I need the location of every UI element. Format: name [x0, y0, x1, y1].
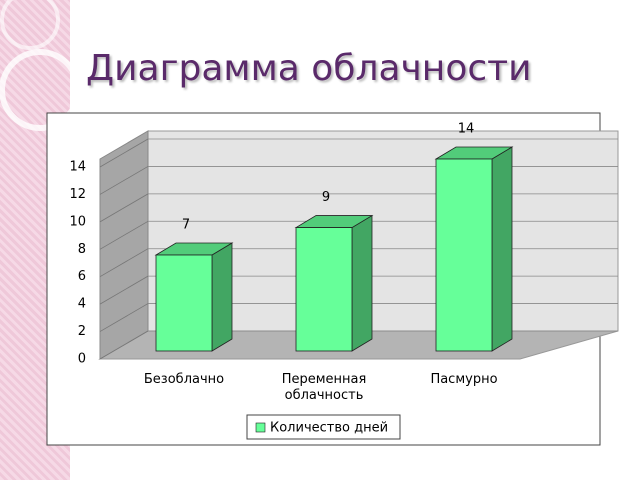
grid-line: [99, 220, 149, 250]
grid-line: [99, 248, 149, 278]
bar-side: [491, 146, 513, 352]
y-tick-label: 6: [78, 269, 86, 284]
legend-label: Количество дней: [270, 421, 388, 436]
y-tick-label: 0: [78, 352, 86, 367]
y-tick-label: 8: [78, 242, 86, 257]
data-label: 14: [458, 122, 475, 137]
grid-line: [99, 193, 149, 223]
bar-front: [295, 227, 353, 352]
chart-title: Диаграмма облачности: [86, 48, 532, 89]
grid-line: [99, 330, 149, 360]
bar: [154, 242, 234, 352]
data-label: 7: [182, 218, 190, 233]
bar-side: [351, 214, 373, 352]
bar-side: [211, 242, 233, 352]
decor-circle: [0, 0, 60, 50]
grid-line: [99, 275, 149, 305]
grid-line: [99, 303, 149, 332]
grid-line: [99, 138, 149, 168]
y-tick-label: 14: [69, 160, 86, 175]
bar-front: [155, 254, 213, 352]
x-tick-label-box: Переменная облачность: [281, 372, 367, 403]
bar: [434, 146, 514, 352]
legend-box: [246, 414, 401, 440]
x-tick-label: Переменная облачность: [281, 372, 367, 403]
grid-line: [99, 166, 149, 195]
y-tick-label: 4: [78, 297, 86, 312]
x-tick-label-box: Пасмурно: [430, 372, 498, 387]
y-tick-label: 2: [78, 324, 86, 339]
y-tick-label: 10: [69, 214, 86, 229]
data-label: 9: [322, 190, 330, 205]
legend-swatch: [255, 422, 266, 433]
x-tick-label-box: Безоблачно: [143, 372, 225, 387]
x-tick-label: Безоблачно: [143, 372, 225, 387]
bar: [294, 214, 374, 352]
y-tick-label: 12: [69, 187, 86, 202]
x-tick-label: Пасмурно: [430, 372, 498, 387]
decor-circle: [0, 49, 81, 131]
bar-front: [435, 158, 493, 352]
